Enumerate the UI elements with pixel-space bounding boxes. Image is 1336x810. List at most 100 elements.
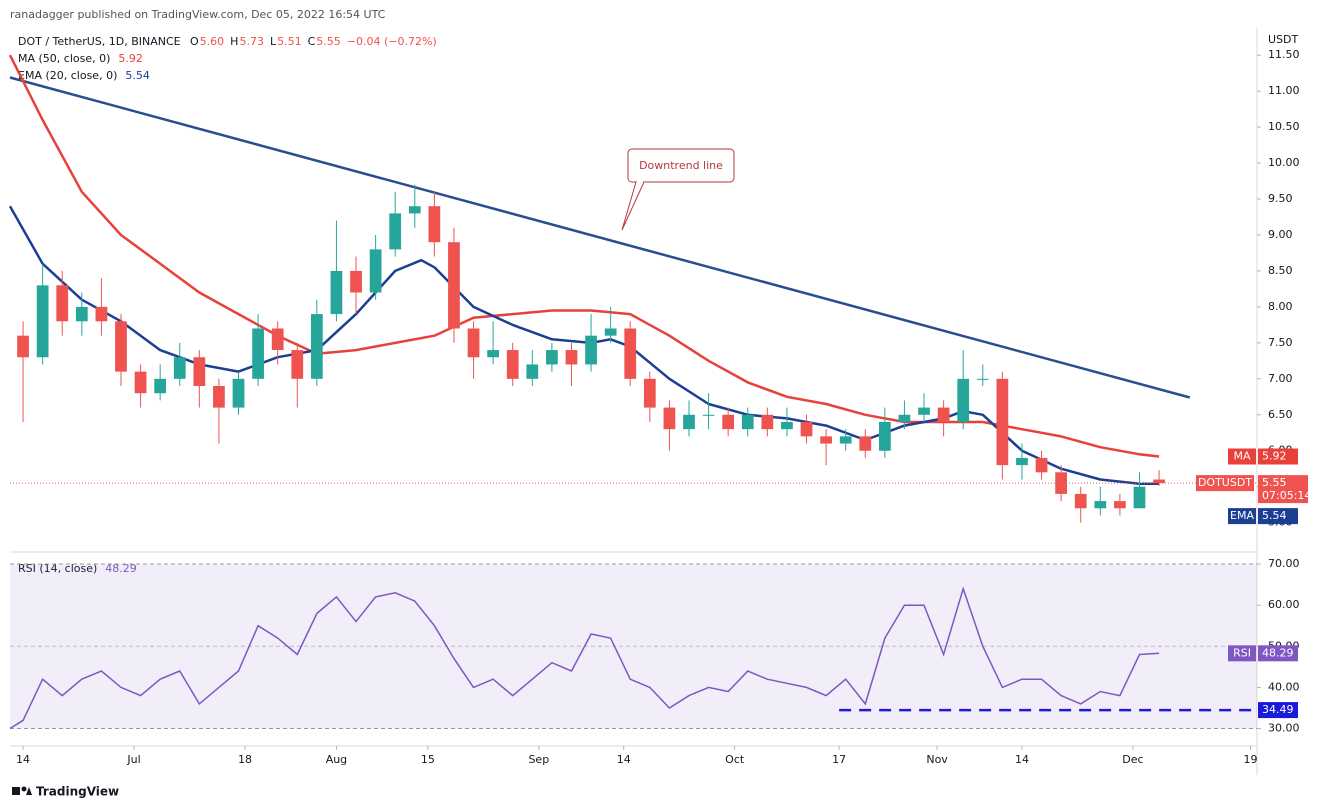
y-tick-label: 7.00 — [1268, 372, 1293, 385]
x-tick-label: Aug — [326, 753, 347, 766]
rsi-value: 48.29 — [105, 562, 137, 575]
candle-body — [1094, 501, 1107, 509]
ohlc-value: 5.55 — [316, 35, 341, 48]
candle-body — [957, 378, 970, 422]
ohlc-value: 5.60 — [200, 35, 225, 48]
candle-body — [232, 378, 245, 408]
candle-body — [859, 436, 872, 451]
candle-body — [408, 206, 421, 214]
x-tick-label: Sep — [528, 753, 549, 766]
rsi-name: RSI (14, close) — [18, 562, 97, 575]
y-tick-label: 10.00 — [1268, 156, 1300, 169]
ohlc-key: C — [308, 35, 316, 48]
candle-body — [36, 285, 49, 358]
publisher: ranadagger published on TradingView.com,… — [10, 8, 386, 21]
x-tick-label: Dec — [1122, 753, 1143, 766]
brand-logo — [12, 786, 32, 795]
candle-body — [741, 414, 754, 430]
candle-body — [1035, 457, 1048, 473]
y-tick-label: 8.00 — [1268, 300, 1293, 313]
candle-body — [761, 414, 774, 430]
y-tick-label: 7.50 — [1268, 336, 1293, 349]
y-tick-label: 9.00 — [1268, 228, 1293, 241]
x-tick-label: 14 — [1015, 753, 1029, 766]
indicator-value: 5.92 — [118, 52, 143, 65]
x-tick-label: Jul — [126, 753, 140, 766]
y-tick-label: 6.50 — [1268, 408, 1293, 421]
ohlc-value: 5.73 — [239, 35, 264, 48]
badge-value: 48.29 — [1262, 646, 1294, 659]
candle-body — [1114, 501, 1126, 509]
y-tick-label: 11.00 — [1268, 84, 1300, 97]
countdown: 07:05:14 — [1262, 489, 1311, 502]
brand: TradingView — [36, 785, 119, 799]
indicator-name: MA (50, close, 0) — [18, 52, 110, 65]
currency: USDT — [1268, 33, 1299, 46]
callout-box — [627, 148, 735, 183]
candle-body — [95, 306, 108, 322]
candle-body — [115, 321, 127, 372]
change: −0.04 (−0.72%) — [347, 35, 437, 48]
callout-text: Downtrend line — [639, 159, 723, 172]
candle-body — [310, 314, 323, 379]
candle-body — [702, 414, 715, 416]
candle-body — [624, 328, 637, 379]
rsi-line — [9, 586, 1160, 730]
badge-value: 34.49 — [1262, 703, 1294, 716]
symbol: DOTUSDT — [1198, 476, 1252, 489]
moving-average — [8, 54, 1160, 458]
y-tick-label: 10.50 — [1268, 120, 1300, 133]
badge-name: EMA — [1230, 509, 1254, 522]
candle-body — [506, 350, 519, 379]
x-tick-label: 14 — [16, 753, 30, 766]
candle-body — [369, 249, 382, 293]
candle-body — [996, 378, 1009, 466]
price-box — [1258, 475, 1308, 504]
candle-body — [389, 213, 402, 250]
badge-value-box — [1258, 448, 1298, 465]
candle-body — [898, 414, 911, 422]
callout-pointer — [621, 181, 645, 231]
candle-body — [585, 335, 597, 365]
badge-name: MA — [1233, 450, 1250, 463]
candle-body — [1133, 486, 1146, 509]
candle-body — [781, 421, 793, 430]
candle-body — [1055, 472, 1068, 494]
x-tick-label: 15 — [421, 753, 435, 766]
x-tick-label: 18 — [238, 753, 252, 766]
candle-body — [1016, 457, 1028, 466]
badge-name: RSI — [1233, 646, 1251, 659]
candle-body — [154, 378, 167, 394]
x-tick-label: 19 — [1243, 753, 1257, 766]
y-tick-label: 60.00 — [1268, 598, 1300, 611]
candle-body — [800, 421, 813, 437]
indicator-value: 5.54 — [125, 69, 150, 82]
x-tick-label: 14 — [617, 753, 631, 766]
trend-line — [9, 76, 1191, 399]
y-tick-label: 40.00 — [1268, 680, 1300, 693]
candle-body — [878, 421, 891, 451]
x-tick-label: Oct — [725, 753, 745, 766]
badge-value: 5.54 — [1262, 509, 1287, 522]
candle-body — [271, 328, 284, 351]
moving-average — [8, 205, 1160, 486]
candle-body — [56, 285, 69, 322]
symbol-line: DOT / TetherUS, 1D, BINANCE — [18, 35, 181, 48]
candle-body — [663, 407, 676, 430]
plot: 5.005.506.006.507.007.508.008.509.009.50… — [8, 48, 1311, 766]
candle-body — [173, 357, 186, 379]
candle-body — [839, 436, 852, 444]
candle-body — [526, 364, 539, 379]
legend: DOT / TetherUS, 1D, BINANCE O 5.60 H 5.73 L 5.… — [18, 35, 437, 575]
candle-body — [213, 386, 225, 408]
candle-body — [75, 306, 88, 322]
candle-body — [976, 378, 989, 380]
y-tick-label: 70.00 — [1268, 557, 1300, 570]
y-tick-label: 8.50 — [1268, 264, 1293, 277]
price: 5.55 — [1262, 476, 1287, 489]
candle-body — [291, 350, 304, 379]
candle-body — [1153, 479, 1165, 484]
y-tick-label: 11.50 — [1268, 48, 1300, 61]
candle-body — [193, 357, 206, 387]
candle-body — [937, 407, 950, 422]
